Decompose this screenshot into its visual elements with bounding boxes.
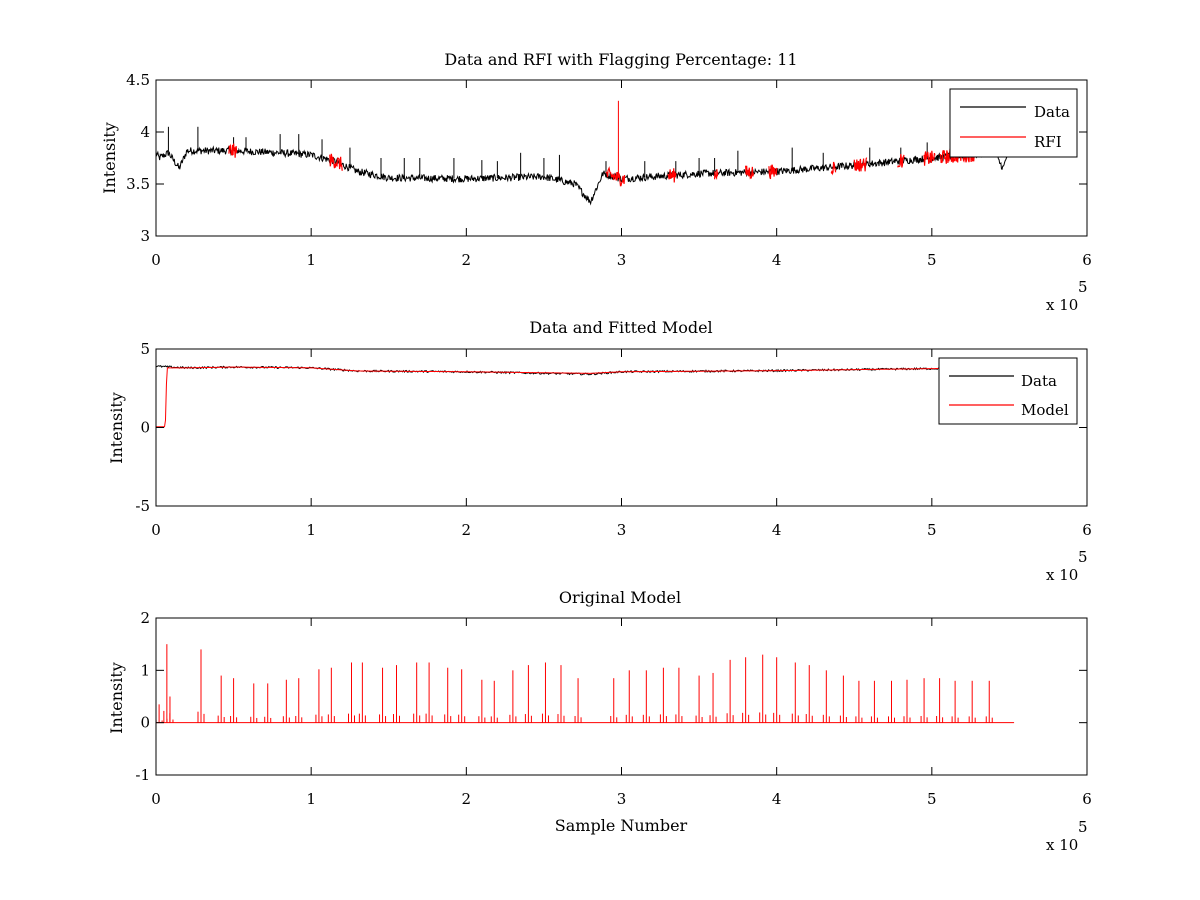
panel-1-exponent-power: 5 bbox=[1078, 278, 1088, 296]
panel-3-xticks: 0 1 2 3 4 5 6 bbox=[151, 618, 1092, 808]
panel-3-exponent-label: x 10 bbox=[1046, 836, 1078, 854]
panel-1: Data and RFI with Flagging Percentage: 1… bbox=[100, 50, 1092, 314]
panel-2-series-model-line bbox=[156, 366, 1010, 428]
x-tick-label: 6 bbox=[1082, 790, 1092, 808]
x-tick-label: 0 bbox=[151, 251, 161, 269]
panel-1-series-rfi-segment bbox=[745, 165, 754, 180]
x-tick-label: 4 bbox=[772, 521, 782, 539]
panel-2-legend-label-data: Data bbox=[1021, 372, 1057, 390]
y-tick-label: 0 bbox=[140, 714, 150, 732]
x-tick-label: 3 bbox=[617, 251, 627, 269]
y-tick-label: -5 bbox=[135, 497, 150, 515]
x-tick-label: 6 bbox=[1082, 521, 1092, 539]
panel-2-plot bbox=[155, 365, 1010, 428]
panel-2-xticks: 0 1 2 3 4 5 6 bbox=[151, 349, 1092, 539]
panel-3-title: Original Model bbox=[559, 588, 681, 607]
y-tick-label: 1 bbox=[140, 661, 150, 679]
panel-1-exponent-label: x 10 bbox=[1046, 296, 1078, 314]
panel-1-series-rfi-segment bbox=[897, 154, 905, 168]
panel-1-title: Data and RFI with Flagging Percentage: 1… bbox=[444, 50, 797, 69]
panel-3-xlabel: Sample Number bbox=[555, 816, 688, 835]
x-tick-label: 5 bbox=[927, 521, 937, 539]
panel-1-xticks: 0 1 2 3 4 5 6 bbox=[151, 80, 1092, 269]
panel-2-ylabel: Intensity bbox=[107, 392, 126, 464]
panel-1-series-rfi-segment bbox=[768, 164, 778, 180]
y-tick-label: 4.5 bbox=[126, 71, 150, 89]
panel-2-series-data-line bbox=[155, 365, 1010, 376]
panel-2-yticks: -5 0 5 bbox=[135, 340, 1087, 515]
panel-2-legend-label-model: Model bbox=[1021, 401, 1069, 419]
panel-1-legend-label-rfi: RFI bbox=[1034, 133, 1062, 151]
panel-1-ylabel: Intensity bbox=[100, 122, 119, 194]
y-tick-label: 3 bbox=[140, 227, 150, 245]
y-tick-label: -1 bbox=[135, 766, 150, 784]
x-tick-label: 3 bbox=[617, 790, 627, 808]
panel-1-series-data-line bbox=[155, 145, 1010, 206]
panel-1-plot bbox=[155, 100, 1010, 206]
x-tick-label: 1 bbox=[306, 521, 316, 539]
panel-1-series-rfi-segment bbox=[605, 166, 626, 187]
panel-2-title: Data and Fitted Model bbox=[529, 318, 712, 337]
panel-1-legend: Data RFI bbox=[949, 88, 1078, 158]
panel-1-series-rfi-segment bbox=[830, 161, 837, 176]
panel-3-plot bbox=[155, 644, 1015, 724]
panel-1-legend-label-data: Data bbox=[1034, 103, 1070, 121]
x-tick-label: 2 bbox=[462, 790, 472, 808]
panel-3-exponent-power: 5 bbox=[1078, 818, 1088, 836]
x-tick-label: 2 bbox=[462, 521, 472, 539]
x-tick-label: 6 bbox=[1082, 251, 1092, 269]
x-tick-label: 5 bbox=[927, 790, 937, 808]
x-tick-label: 4 bbox=[772, 790, 782, 808]
panel-1-series-rfi-segment bbox=[667, 168, 677, 183]
panel-1-legend-box bbox=[949, 88, 1078, 158]
panel-2-legend-box bbox=[938, 357, 1078, 425]
x-tick-label: 4 bbox=[772, 251, 782, 269]
x-tick-label: 0 bbox=[151, 521, 161, 539]
x-tick-label: 1 bbox=[306, 790, 316, 808]
y-tick-label: 3.5 bbox=[126, 175, 150, 193]
panel-1-yticks: 3 3.5 4 4.5 bbox=[126, 71, 1087, 245]
panel-3-yticks: -1 0 1 2 bbox=[135, 609, 1087, 784]
y-tick-label: 0 bbox=[140, 419, 150, 437]
panel-2-exponent-label: x 10 bbox=[1046, 566, 1078, 584]
panel-2-legend: Data Model bbox=[938, 357, 1078, 425]
y-tick-label: 5 bbox=[140, 340, 150, 358]
panel-1-series-rfi-segment bbox=[853, 157, 868, 172]
y-tick-label: 2 bbox=[140, 609, 150, 627]
panel-1-series-rfi-segment bbox=[714, 169, 719, 181]
x-tick-label: 5 bbox=[927, 251, 937, 269]
panel-1-series-rfi-segment bbox=[228, 143, 238, 158]
y-tick-label: 4 bbox=[140, 123, 150, 141]
panel-2-exponent-power: 5 bbox=[1078, 548, 1088, 566]
panel-1-series-rfi-segment bbox=[329, 153, 343, 171]
x-tick-label: 1 bbox=[306, 251, 316, 269]
x-tick-label: 2 bbox=[462, 251, 472, 269]
panel-3-ylabel: Intensity bbox=[107, 662, 126, 734]
x-tick-label: 0 bbox=[151, 790, 161, 808]
panel-1-series-rfi-segment bbox=[923, 150, 936, 166]
x-tick-label: 3 bbox=[617, 521, 627, 539]
